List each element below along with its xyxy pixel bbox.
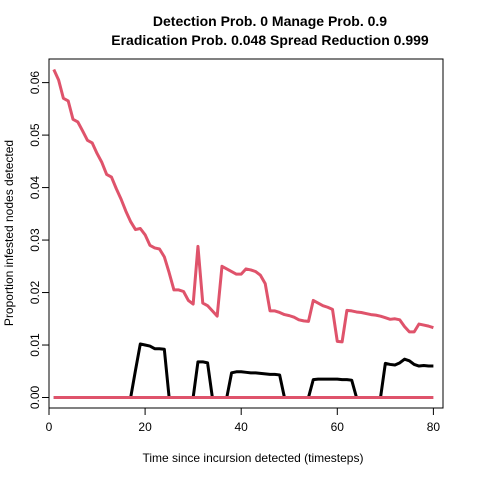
x-tick-label: 80 [427,420,441,434]
plot-area [52,68,434,399]
x-axis-label: Time since incursion detected (timesteps… [143,451,364,465]
y-tick-label: 0.00 [28,385,42,409]
chart-title-line1: Detection Prob. 0 Manage Prob. 0.9 [153,13,387,29]
series-line-1 [52,68,434,344]
x-tick-label: 40 [235,420,249,434]
x-tick-label: 0 [46,420,53,434]
y-tick-label: 0.02 [28,281,42,305]
x-tick-label: 20 [138,420,152,434]
x-tick-label: 60 [331,420,345,434]
y-axis-label: Proportion infested nodes detected [2,140,16,326]
y-axis: 0.00 0.01 0.02 0.03 0.04 0.05 0.06 [28,71,50,409]
chart-title-line2: Eradication Prob. 0.048 Spread Reduction… [111,32,429,48]
y-tick-label: 0.03 [28,228,42,252]
y-tick-label: 0.04 [28,176,42,200]
series-line-2 [53,342,434,399]
y-tick-label: 0.01 [28,333,42,357]
y-tick-label: 0.06 [28,71,42,95]
y-tick-label: 0.05 [28,123,42,147]
x-axis: 0 20 40 60 80 [46,407,441,434]
